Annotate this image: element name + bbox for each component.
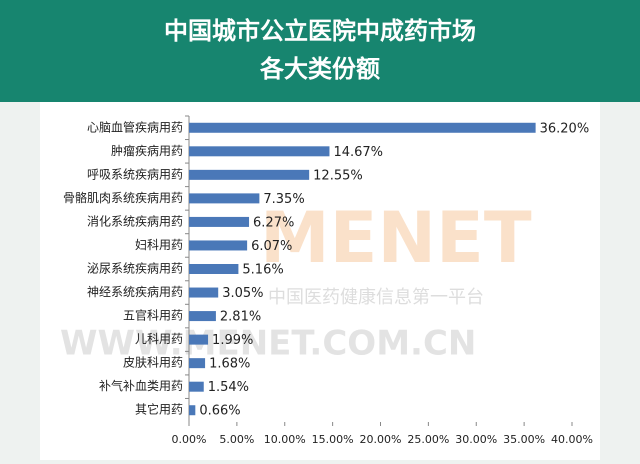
bar	[189, 358, 206, 369]
value-label: 7.35%	[263, 192, 304, 207]
y-tick-label: 妇科用药	[135, 238, 183, 252]
chart-panel	[40, 102, 600, 460]
watermark: 中国医药健康信息第一平台	[268, 287, 484, 308]
bar	[189, 287, 219, 298]
y-tick-label: 呼吸系统疾病用药	[87, 166, 183, 181]
y-tick-label: 五官科用药	[123, 308, 183, 323]
bar	[189, 146, 330, 157]
bar	[189, 405, 196, 416]
value-label: 1.99%	[212, 333, 253, 348]
bar	[189, 122, 536, 133]
value-label: 12.55%	[313, 168, 363, 183]
y-tick-label: 泌尿系统疾病用药	[87, 261, 183, 276]
bar	[189, 193, 260, 204]
x-tick-label: 40.00%	[551, 433, 593, 446]
x-tick-label: 35.00%	[503, 433, 545, 446]
watermark: MENET	[260, 197, 532, 279]
value-label: 0.66%	[199, 404, 240, 419]
bar	[189, 334, 209, 345]
header-band	[0, 0, 640, 102]
chart-title: 各大类份额	[259, 55, 380, 83]
y-tick-label: 皮肤科用药	[123, 355, 183, 370]
y-tick-label: 骨骼肌肉系统疾病用药	[63, 190, 183, 205]
x-tick-label: 30.00%	[455, 433, 497, 446]
value-label: 2.81%	[220, 310, 261, 325]
y-tick-label: 儿科用药	[135, 332, 183, 346]
bar	[189, 240, 248, 251]
y-tick-label: 其它用药	[135, 402, 183, 417]
value-label: 1.68%	[209, 357, 250, 372]
value-label: 36.20%	[540, 121, 590, 136]
y-tick-label: 神经系统疾病用药	[87, 284, 183, 299]
x-tick-label: 0.00%	[172, 433, 207, 446]
bar	[189, 216, 250, 227]
y-tick-label: 消化系统疾病用药	[87, 213, 183, 228]
bar	[189, 311, 216, 322]
chart-title: 中国城市公立医院中成药市场	[164, 17, 476, 45]
x-tick-label: 25.00%	[407, 433, 449, 446]
value-label: 1.54%	[208, 380, 249, 395]
value-label: 6.27%	[253, 215, 294, 230]
x-tick-label: 20.00%	[360, 433, 402, 446]
bar	[189, 264, 239, 274]
value-label: 14.67%	[333, 145, 383, 160]
x-tick-label: 5.00%	[219, 433, 254, 446]
y-tick-label: 补气补血类用药	[99, 378, 183, 393]
x-tick-label: 15.00%	[312, 433, 354, 446]
bar	[189, 381, 204, 392]
bar	[189, 169, 310, 180]
x-tick-label: 10.00%	[264, 433, 306, 446]
watermark: WWW.MENET.COM.CN	[60, 324, 476, 364]
value-label: 5.16%	[242, 263, 283, 278]
y-tick-label: 心脑血管疾病用药	[87, 119, 183, 134]
value-label: 3.05%	[222, 286, 263, 301]
y-tick-label: 肿瘤疾病用药	[111, 143, 183, 158]
value-label: 6.07%	[251, 239, 292, 254]
